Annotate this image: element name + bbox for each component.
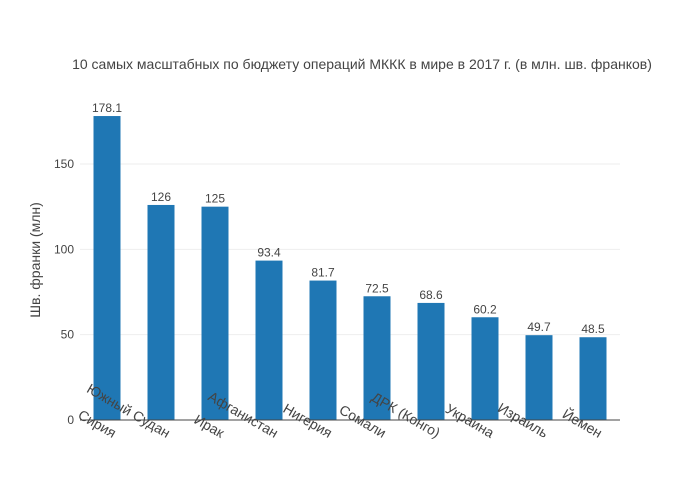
y-tick-label: 50	[61, 328, 75, 342]
bar-value-label: 81.7	[311, 266, 335, 280]
y-tick-label: 0	[67, 413, 74, 427]
bar-value-label: 48.5	[581, 322, 605, 336]
bar	[147, 204, 175, 420]
bar	[309, 280, 337, 420]
bar-value-label: 72.5	[365, 281, 389, 295]
data-labels: 178.1 126 125 93.4 81.7 72.5 68.6 60.2 49.7 48.5	[92, 101, 605, 336]
bar-value-label: 60.2	[473, 302, 497, 316]
bar	[93, 116, 121, 420]
bar-value-label: 126	[151, 190, 171, 204]
y-axis-title: Шв. франки (млн)	[27, 202, 43, 318]
bar	[201, 206, 229, 420]
bar	[255, 260, 283, 420]
bar-value-label: 49.7	[527, 320, 551, 334]
bar	[579, 337, 607, 420]
bar	[525, 335, 553, 420]
bar-value-label: 93.4	[257, 246, 281, 260]
bars	[93, 116, 607, 420]
bar-value-label: 68.6	[419, 288, 443, 302]
y-tick-label: 150	[54, 157, 74, 171]
y-tick-label: 100	[54, 242, 74, 256]
chart-title: 10 самых масштабных по бюджету операций …	[72, 56, 652, 72]
bar-value-label: 125	[205, 192, 225, 206]
bar	[363, 296, 391, 420]
bar	[471, 317, 499, 420]
bar	[417, 302, 445, 420]
bar-value-label: 178.1	[92, 101, 122, 115]
